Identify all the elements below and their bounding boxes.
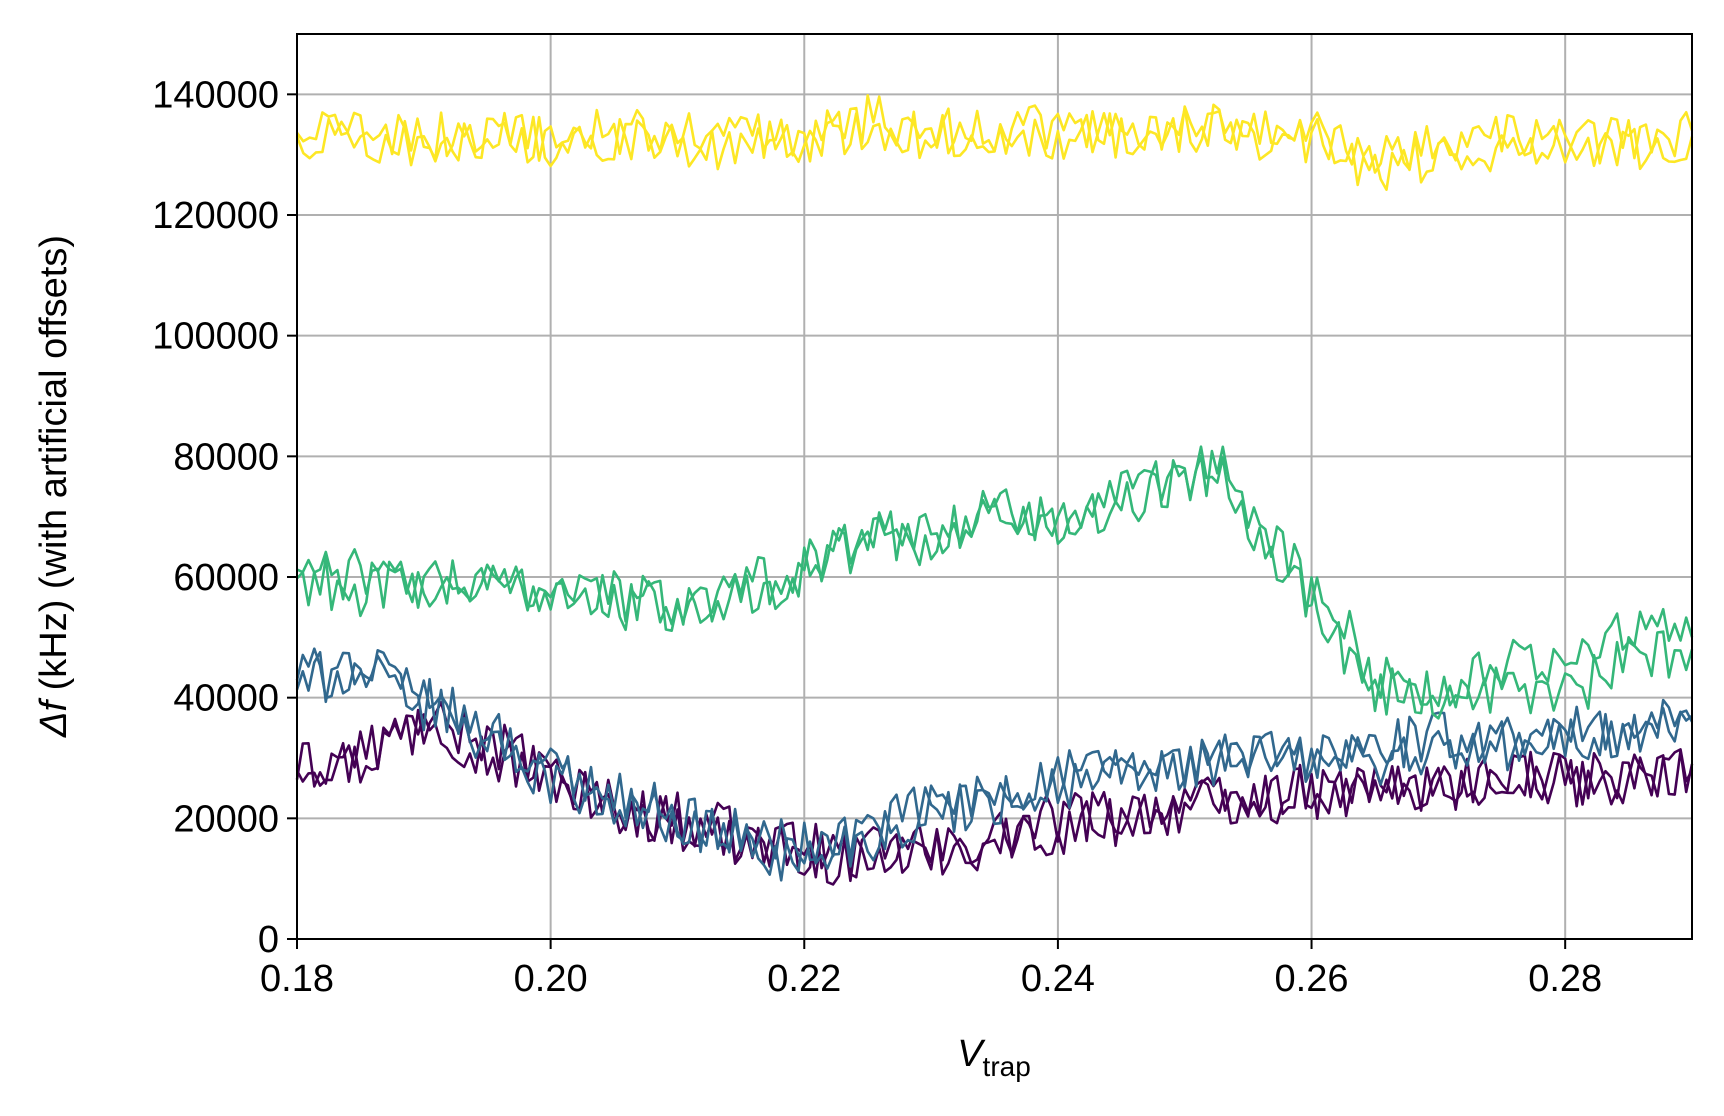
grid [296,34,1692,940]
x-axis-ticks: 0.18 0.20 0.22 0.24 0.26 0.28 [260,939,1602,1000]
x-tick-label: 0.18 [260,958,334,1000]
series-group [295,94,1694,886]
x-tick-label: 0.26 [1275,958,1349,1000]
y-axis-label-symbol: Δf [33,698,75,738]
x-tick-label: 0.20 [514,958,588,1000]
x-axis-label-subscript: trap [983,1051,1031,1082]
x-tick-label: 0.22 [767,958,841,1000]
series-line-8 [295,94,1694,191]
y-axis-label: Δf (kHz) (with artificial offsets) [33,235,75,738]
x-tick-label: 0.28 [1528,958,1602,1000]
series-line-4 [295,649,1693,882]
x-tick-label: 0.24 [1021,958,1095,1000]
y-tick-label: 40000 [173,678,279,720]
y-axis-ticks: 0 20000 40000 60000 80000 100000 120000 140000 [152,74,297,961]
series-line-3 [295,647,1694,873]
x-axis-label: Vtrap [957,1033,1031,1082]
y-tick-label: 80000 [173,436,279,478]
plot-frame [296,33,1693,940]
y-tick-label: 100000 [152,316,279,358]
y-tick-label: 140000 [152,74,279,116]
y-tick-label: 120000 [152,195,279,237]
y-axis-label-text: (kHz) (with artificial offsets) [33,235,75,701]
series-line-6 [296,445,1694,708]
y-tick-label: 0 [258,919,279,961]
y-tick-label: 60000 [173,557,279,599]
x-axis-label-symbol: V [957,1033,986,1075]
series-line-5 [296,445,1694,720]
y-tick-label: 20000 [173,798,279,840]
series-line-7 [295,107,1694,174]
